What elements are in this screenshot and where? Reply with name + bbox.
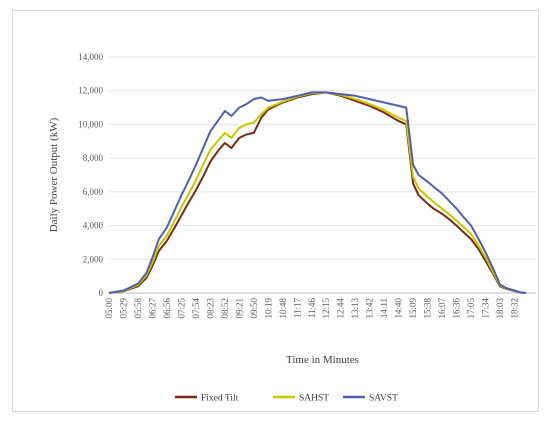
legend-label: SAHST [299,394,329,404]
x-tick-label: 16:07 [437,298,447,319]
y-tick-label: 2,000 [83,254,104,264]
x-axis-ticks: 05:00 05:29 05:58 06:27 06:56 07:25 07:54 08:23… [104,298,520,319]
x-tick-label: 07:25 [176,298,186,319]
x-axis-title: Time in Minutes [286,354,359,366]
x-tick-label: 12:44 [336,298,346,319]
x-tick-label: 05:58 [133,298,143,319]
legend: Fixed Tilt SAHST SAVST [175,394,398,404]
x-tick-label: 07:54 [191,298,201,319]
y-tick-label: 10,000 [78,119,103,129]
legend-label: SAVST [369,394,398,404]
x-tick-label: 09:50 [249,298,259,319]
x-tick-label: 08:23 [205,298,215,319]
x-tick-label: 17:34 [481,298,491,319]
y-tick-label: 0 [99,288,104,298]
y-tick-label: 14,000 [78,52,103,62]
y-tick-label: 6,000 [83,187,104,197]
y-axis-title: Daily Power Output (kW) [48,117,60,232]
x-tick-label: 11:17 [292,298,302,319]
gridlines [109,56,536,294]
x-tick-label: 12:15 [321,298,331,319]
series-line [108,91,527,294]
x-tick-label: 10:48 [278,298,288,319]
y-tick-label: 4,000 [83,221,104,231]
x-tick-label: 15:38 [423,298,433,319]
legend-label: Fixed Tilt [201,394,239,404]
x-tick-label: 14:40 [394,298,404,319]
chart-frame: 0 2,000 4,000 6,000 8,000 10,000 12,000 14,000 … [12,10,539,412]
x-tick-label: 11:46 [307,298,317,319]
x-tick-label: 05:29 [118,298,128,319]
x-tick-label: 09:21 [234,298,244,319]
x-tick-label: 05:00 [104,298,114,319]
y-axis-ticks: 0 2,000 4,000 6,000 8,000 10,000 12,000 14,000 [78,52,103,298]
series-line [108,91,527,294]
line-chart: 02,0004,0006,0008,00010,00012,00014,000 … [48,52,536,404]
x-tick-label: 18:32 [510,298,520,319]
x-tick-label: 06:27 [147,298,157,319]
series-line [108,91,527,294]
x-tick-label: 08:52 [220,298,230,319]
y-tick-label: 12,000 [78,86,103,96]
x-tick-label: 13:13 [350,298,360,319]
x-tick-label: 13:42 [365,298,375,319]
x-tick-label: 15:09 [408,298,418,319]
x-tick-label: 06:56 [162,298,172,319]
x-tick-label: 17:05 [466,298,476,319]
x-tick-label: 14:11 [379,298,389,318]
y-tick-label: 8,000 [83,153,104,163]
series-lines [108,91,527,294]
x-tick-label: 16:36 [452,298,462,319]
x-tick-label: 10:19 [263,298,273,319]
x-tick-label: 18:03 [495,298,505,319]
